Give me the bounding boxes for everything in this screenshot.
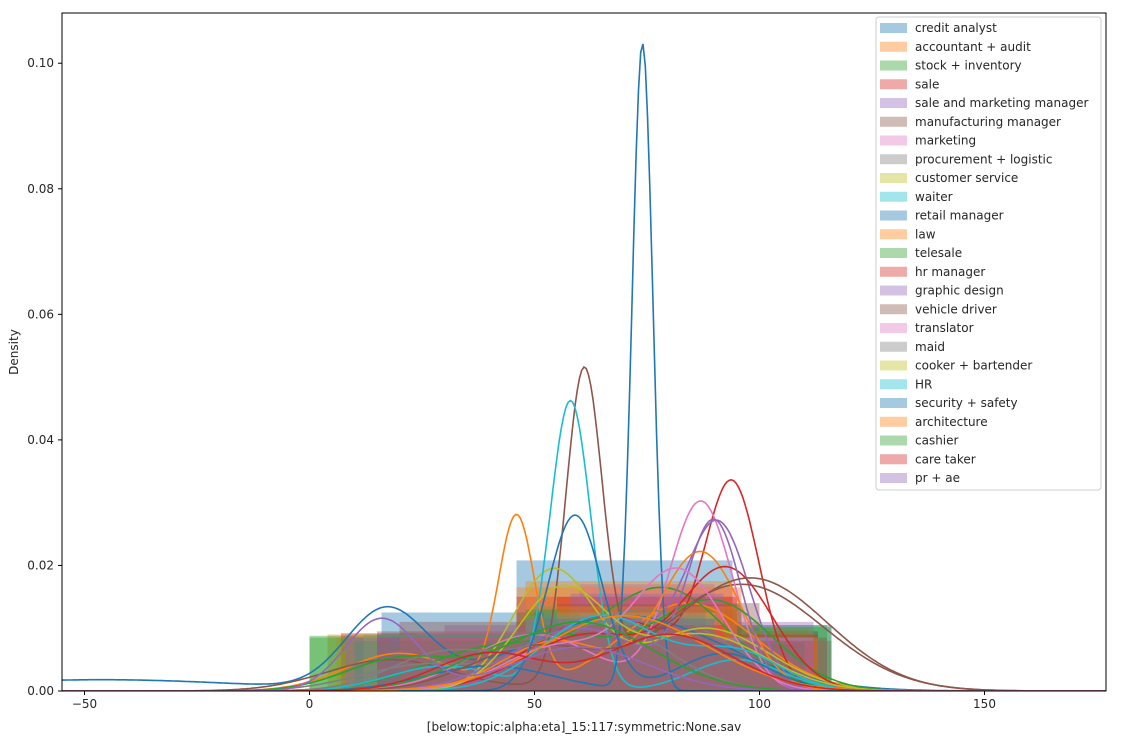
kde-curve bbox=[62, 577, 1106, 691]
x-tick-label: 0 bbox=[306, 697, 314, 711]
legend-label: maid bbox=[915, 340, 945, 354]
legend-label: customer service bbox=[915, 171, 1018, 185]
legend-label: sale and marketing manager bbox=[915, 96, 1088, 110]
y-tick-label: 0.04 bbox=[27, 433, 54, 447]
x-tick-label: −50 bbox=[72, 697, 97, 711]
legend-swatch bbox=[880, 210, 907, 221]
legend-swatch bbox=[880, 23, 907, 33]
legend-swatch bbox=[880, 98, 907, 108]
legend-swatch bbox=[880, 473, 907, 483]
legend: credit analyst accountant + audit stock + … bbox=[875, 16, 1102, 491]
legend-label: telesale bbox=[915, 246, 962, 260]
legend-swatch bbox=[880, 398, 907, 408]
y-tick-label: 0.02 bbox=[27, 558, 54, 572]
legend-label: waiter bbox=[915, 190, 953, 204]
legend-label: graphic design bbox=[915, 284, 1004, 298]
x-tick-label: 100 bbox=[748, 697, 771, 711]
legend-swatch bbox=[880, 360, 907, 371]
legend-swatch bbox=[880, 379, 907, 390]
kde-curve bbox=[62, 518, 1106, 691]
y-axis-label: Density bbox=[7, 329, 21, 375]
kde-curve bbox=[62, 514, 1106, 691]
legend-swatch bbox=[880, 41, 907, 52]
legend-label: sale bbox=[915, 77, 939, 91]
legend-label: cooker + bartender bbox=[915, 359, 1032, 373]
legend-swatch bbox=[880, 191, 907, 202]
kde-curve bbox=[62, 620, 1106, 691]
y-tick-label: 0.00 bbox=[27, 684, 54, 698]
legend-swatch bbox=[880, 154, 907, 165]
kde-curve bbox=[62, 565, 1106, 691]
legend-swatch bbox=[880, 323, 907, 333]
legend-swatch bbox=[880, 173, 907, 183]
kde-curve bbox=[62, 567, 1106, 691]
legend-swatch bbox=[880, 79, 907, 90]
y-tick-label: 0.06 bbox=[27, 307, 54, 321]
legend-swatch bbox=[880, 454, 907, 465]
x-axis-label: [below:topic:alpha:eta]_15:117:symmetric… bbox=[427, 720, 741, 734]
kde-curve bbox=[62, 550, 1106, 691]
legend-label: care taker bbox=[915, 452, 976, 466]
legend-label: security + safety bbox=[915, 396, 1018, 410]
kde-curve bbox=[62, 617, 1106, 691]
legend-swatch bbox=[880, 285, 907, 296]
legend-label: accountant + audit bbox=[915, 40, 1031, 54]
x-tick-label: 150 bbox=[973, 697, 996, 711]
legend-label: marketing bbox=[915, 134, 976, 148]
legend-swatch bbox=[880, 229, 907, 240]
legend-label: HR bbox=[915, 377, 932, 391]
legend-swatch bbox=[880, 135, 907, 146]
y-axis: 0.00 0.02 0.04 0.06 0.08 0.10 bbox=[27, 56, 62, 698]
legend-box bbox=[875, 16, 1102, 491]
legend-label: stock + inventory bbox=[915, 59, 1022, 73]
y-tick-label: 0.08 bbox=[27, 182, 54, 196]
legend-swatch bbox=[880, 304, 907, 315]
legend-label: credit analyst bbox=[915, 21, 997, 35]
legend-swatch bbox=[880, 435, 907, 446]
legend-label: retail manager bbox=[915, 209, 1004, 223]
legend-label: vehicle driver bbox=[915, 302, 997, 316]
kde-curve bbox=[62, 43, 1106, 691]
legend-label: pr + ae bbox=[915, 471, 960, 485]
kde-curve bbox=[62, 633, 1106, 691]
legend-label: architecture bbox=[915, 415, 988, 429]
y-tick-label: 0.10 bbox=[27, 56, 54, 70]
x-tick-label: 50 bbox=[527, 697, 542, 711]
plot-frame bbox=[61, 12, 1107, 692]
legend-label: translator bbox=[915, 321, 974, 335]
legend-swatch bbox=[880, 266, 907, 277]
legend-label: law bbox=[915, 227, 936, 241]
legend-label: manufacturing manager bbox=[915, 115, 1061, 129]
kde-curve bbox=[62, 500, 1106, 691]
legend-label: cashier bbox=[915, 434, 959, 448]
kde-curve bbox=[62, 614, 1106, 691]
legend-swatch bbox=[880, 116, 907, 127]
legend-swatch bbox=[880, 341, 907, 352]
kde-curve bbox=[62, 399, 1106, 691]
legend-swatch bbox=[880, 416, 907, 427]
legend-label: hr manager bbox=[915, 265, 985, 279]
legend-label: procurement + logistic bbox=[915, 152, 1052, 166]
legend-swatch bbox=[880, 60, 907, 71]
x-axis: −50 0 50 100 150 bbox=[72, 691, 996, 711]
legend-swatch bbox=[880, 248, 907, 258]
